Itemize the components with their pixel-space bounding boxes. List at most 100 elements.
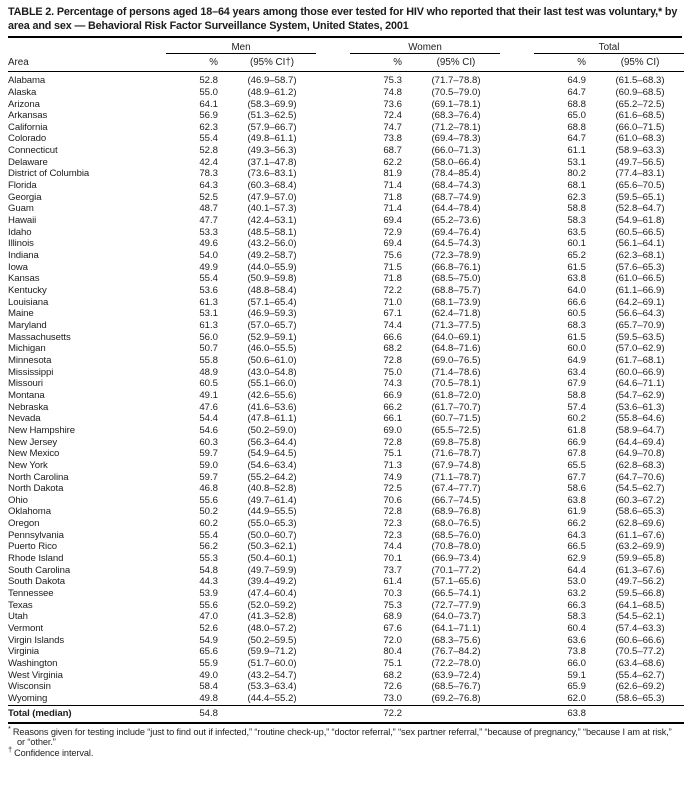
percent-cell: 49.1 (199, 389, 218, 401)
ci-cell: (54.6–63.4) (247, 459, 297, 471)
ci-cell: (66.9–73.4) (431, 553, 481, 565)
ci-cell: (61.8–72.0) (431, 389, 481, 401)
ci-cell: (70.5–78.1) (431, 378, 481, 390)
ci-cell: (69.2–76.8) (431, 692, 481, 704)
percent-cell: 71.4 (383, 203, 402, 215)
ci-cell: (48.9–61.2) (247, 86, 297, 98)
percent-cell: 64.4 (567, 564, 587, 576)
table-row: Tennessee 53.9 (47.4–60.4) 70.3 (66.5–74… (8, 588, 684, 600)
ci-cell: (50.3–62.1) (247, 541, 297, 553)
percent-cell: 59.1 (567, 669, 587, 681)
spacer-cell (500, 413, 534, 425)
spacer-cell (500, 168, 534, 180)
ci-cell: (59.5–66.8) (615, 588, 665, 600)
table-row: Kentucky 53.6 (48.8–58.4) 72.2 (68.8–75.… (8, 285, 684, 297)
percent-cell: 55.0 (199, 86, 218, 98)
percent-cell: 66.0 (567, 658, 587, 669)
spacer-cell (316, 541, 350, 553)
percent-cell: 72.8 (383, 354, 402, 366)
percent-cell: 55.6 (199, 494, 218, 506)
area-cell: Guam (8, 203, 34, 215)
ci-cell: (54.5–62.1) (615, 611, 665, 623)
spacer-cell (316, 367, 350, 379)
spacer-cell (500, 238, 534, 250)
spacer-cell (500, 133, 534, 145)
percent-cell: 66.1 (383, 413, 402, 425)
ci-cell: (47.9–57.0) (247, 191, 297, 203)
ci-cell: (68.4–74.3) (431, 180, 481, 192)
spacer-cell (500, 145, 534, 157)
ci-cell: (39.4–49.2) (247, 576, 297, 588)
ci-cell: (50.6–61.0) (247, 354, 297, 366)
percent-cell: 60.1 (567, 238, 587, 250)
ci-cell: (57.1–65.6) (431, 576, 481, 588)
percent-cell: 75.6 (383, 250, 402, 262)
ci-cell: (58.6–65.3) (615, 692, 665, 704)
percent-cell: 67.8 (567, 448, 587, 460)
ci-cell: (46.0–55.5) (247, 343, 297, 355)
percent-cell: 54.8 (166, 704, 228, 724)
percent-cell: 60.5 (199, 378, 218, 390)
percent-cell: 72.2 (383, 285, 402, 296)
table-row: Wyoming 49.8 (44.4–55.2) 73.0 (69.2–76.8… (8, 693, 684, 705)
ci-cell: (49.7–56.5) (615, 156, 665, 168)
ci-cell: (72.3–78.9) (431, 250, 481, 262)
percent-cell: 55.3 (199, 553, 218, 565)
ci-cell: (71.4–78.6) (431, 366, 481, 378)
table-row: Kansas 55.4 (50.9–59.8) 71.8 (68.5–75.0)… (8, 273, 684, 285)
spacer-cell (316, 192, 350, 204)
ci-cell: (61.3–67.6) (615, 564, 665, 576)
percent-cell: 64.3 (567, 529, 587, 541)
percent-cell: 68.2 (383, 669, 402, 681)
percent-cell: 53.0 (567, 576, 587, 588)
table-row: Georgia 52.5 (47.9–57.0) 71.8 (68.7–74.9… (8, 192, 684, 204)
ci-cell: (77.4–83.1) (615, 168, 665, 180)
ci-cell: (54.9–61.8) (615, 215, 665, 227)
ci-cell: (72.2–78.0) (431, 658, 481, 669)
area-cell: Oregon (8, 518, 40, 530)
area-cell: Wisconsin (8, 681, 51, 693)
percent-cell: 54.8 (199, 564, 218, 576)
percent-cell: 60.5 (567, 308, 587, 320)
spacer-cell (316, 425, 350, 437)
spacer-cell (500, 227, 534, 239)
ci-cell: (68.7–74.9) (431, 191, 481, 203)
spacer-cell (500, 308, 534, 320)
ci-cell: (60.6–66.6) (615, 634, 665, 646)
column-header-women-pct: % (350, 53, 412, 73)
ci-cell: (56.3–64.4) (247, 436, 297, 448)
ci-cell: (60.7–71.5) (431, 413, 481, 425)
area-cell: Idaho (8, 226, 32, 238)
spacer-cell (500, 378, 534, 390)
table-row: Virginia 65.6 (59.9–71.2) 80.4 (76.7–84.… (8, 646, 684, 658)
ci-cell: (68.5–75.0) (431, 273, 481, 285)
ci-cell: (40.8–52.8) (247, 483, 297, 495)
ci-cell: (59.9–71.2) (247, 646, 297, 658)
area-cell: Nebraska (8, 401, 49, 413)
ci-cell: (68.1–73.9) (431, 296, 481, 308)
ci-cell: (66.5–74.1) (431, 588, 481, 600)
area-cell: North Carolina (8, 471, 69, 483)
percent-cell: 64.9 (567, 75, 587, 87)
spacer-cell (500, 273, 534, 285)
spacer-cell (316, 320, 350, 332)
table-row: Nevada 54.4 (47.8–61.1) 66.1 (60.7–71.5)… (8, 413, 684, 425)
area-cell: New Jersey (8, 436, 58, 448)
percent-cell: 55.4 (199, 133, 218, 145)
percent-cell: 61.5 (567, 331, 587, 343)
percent-cell: 69.0 (383, 424, 402, 436)
percent-cell: 71.4 (383, 180, 402, 192)
spacer-cell (316, 250, 350, 262)
area-cell: Minnesota (8, 354, 52, 366)
spacer-cell (316, 273, 350, 285)
ci-cell: (53.6–61.3) (615, 401, 665, 413)
percent-cell: 73.7 (383, 564, 402, 576)
area-cell: Indiana (8, 250, 39, 262)
ci-cell: (68.3–75.6) (431, 634, 481, 646)
area-cell: New Mexico (8, 448, 60, 460)
percent-cell: 55.6 (199, 599, 218, 611)
percent-cell: 65.2 (567, 250, 587, 262)
spacer-cell (500, 472, 534, 484)
area-cell: Connecticut (8, 145, 58, 157)
